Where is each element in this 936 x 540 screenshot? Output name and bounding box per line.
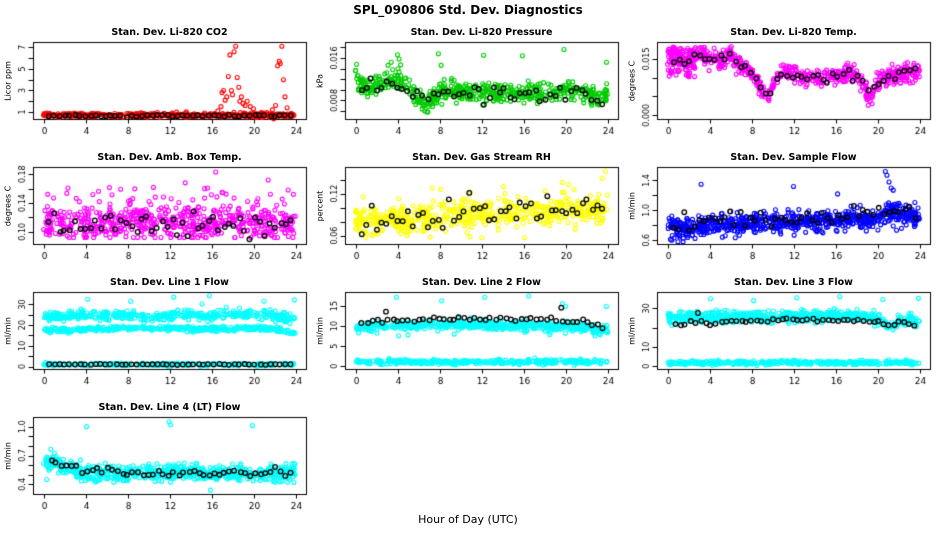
li820-co2-plot-canvas <box>0 25 312 150</box>
panel-li820-pressure: Stan. Dev. Li-820 Pressure kPa <box>312 25 624 150</box>
gas-stream-rh-plot-canvas <box>312 150 624 275</box>
panel-title: Stan. Dev. Line 2 Flow <box>422 277 541 288</box>
line3-flow-plot-canvas <box>624 275 936 400</box>
panel-ylabel: ml/min <box>627 192 637 220</box>
panel-title: Stan. Dev. Sample Flow <box>730 152 857 163</box>
panel-title: Stan. Dev. Line 1 Flow <box>110 277 229 288</box>
panel-line4-lt-flow: Stan. Dev. Line 4 (LT) Flow ml/min <box>0 400 312 525</box>
panel-line3-flow: Stan. Dev. Line 3 Flow ml/min <box>624 275 936 400</box>
panel-title: Stan. Dev. Li-820 Temp. <box>730 27 857 38</box>
panel-ylabel: kPa <box>315 74 325 88</box>
panel-ylabel: ml/min <box>3 317 13 345</box>
line1-flow-plot-canvas <box>0 275 312 400</box>
panel-ylabel: ml/min <box>3 442 13 470</box>
panel-title: Stan. Dev. Line 4 (LT) Flow <box>98 402 241 413</box>
panel-line2-flow: Stan. Dev. Line 2 Flow ml/min <box>312 275 624 400</box>
panel-ylabel: degrees C <box>627 60 637 102</box>
figure-title: SPL_090806 Std. Dev. Diagnostics <box>353 3 583 17</box>
panel-title: Stan. Dev. Li-820 Pressure <box>410 27 553 38</box>
panel-amb-box-temp: Stan. Dev. Amb. Box Temp. degrees C <box>0 150 312 275</box>
panel-ylabel: ml/min <box>315 317 325 345</box>
panel-line1-flow: Stan. Dev. Line 1 Flow ml/min <box>0 275 312 400</box>
line2-flow-plot-canvas <box>312 275 624 400</box>
panel-sample-flow: Stan. Dev. Sample Flow ml/min <box>624 150 936 275</box>
panel-title: Stan. Dev. Gas Stream RH <box>412 152 551 163</box>
panel-li820-temp: Stan. Dev. Li-820 Temp. degrees C <box>624 25 936 150</box>
panel-ylabel: percent <box>315 190 325 222</box>
amb-box-temp-plot-canvas <box>0 150 312 275</box>
x-axis-label: Hour of Day (UTC) <box>418 513 518 526</box>
panel-gas-stream-rh: Stan. Dev. Gas Stream RH percent <box>312 150 624 275</box>
panel-title: Stan. Dev. Li-820 CO2 <box>111 27 228 38</box>
panel-title: Stan. Dev. Line 3 Flow <box>734 277 853 288</box>
panel-li820-co2: Stan. Dev. Li-820 CO2 Licor ppm <box>0 25 312 150</box>
panel-ylabel: ml/min <box>627 317 637 345</box>
li820-pressure-plot-canvas <box>312 25 624 150</box>
line4-lt-flow-plot-canvas <box>0 400 312 525</box>
panel-title: Stan. Dev. Amb. Box Temp. <box>97 152 242 163</box>
sample-flow-plot-canvas <box>624 150 936 275</box>
li820-temp-plot-canvas <box>624 25 936 150</box>
panel-ylabel: degrees C <box>3 185 13 227</box>
panel-ylabel: Licor ppm <box>3 61 13 101</box>
